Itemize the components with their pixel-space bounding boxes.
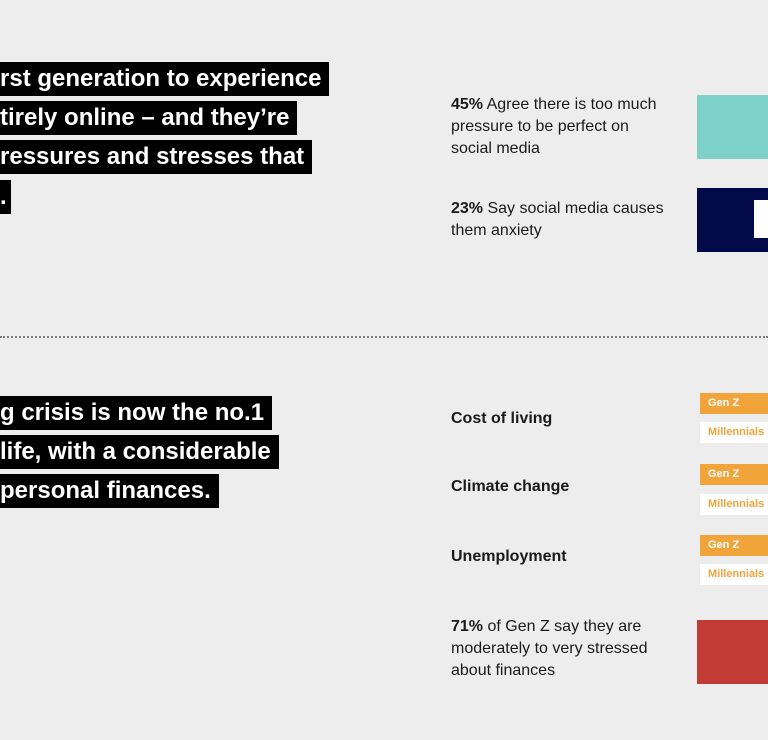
climate-change-millennials-bar: Millennials (700, 494, 768, 515)
stat-social-anxiety: 23% Say social media causes them anxiety (451, 198, 671, 242)
stat-social-pressure-text: Agree there is too much pressure to be p… (451, 96, 657, 157)
concern-unemployment: Unemployment (451, 548, 567, 565)
stat-finance-stress-pct: 71% (451, 618, 484, 635)
cost-of-living-genz-bar: Gen Z (700, 393, 768, 414)
climate-change-genz-bar: Gen Z (700, 464, 768, 485)
bottom-headline-line-1: g crisis is now the no.1 (0, 396, 273, 430)
concern-climate-change: Climate change (451, 478, 570, 495)
stat-social-anxiety-pct: 23% (451, 200, 484, 217)
stat-finance-stress: 71% of Gen Z say they are moderately to … (451, 616, 671, 682)
stat-finance-stress-bar (697, 620, 768, 684)
stat-social-pressure: 45% Agree there is too much pressure to … (451, 94, 671, 160)
stat-social-pressure-pct: 45% (451, 96, 484, 113)
stat-social-anxiety-bar-fill (754, 200, 768, 238)
stat-social-pressure-bar (697, 95, 768, 159)
cost-of-living-millennials-bar: Millennials (700, 422, 768, 443)
top-headline-line-2: tirely online – and they’re (0, 101, 298, 135)
stat-social-anxiety-bar (697, 188, 768, 252)
top-headline-line-4: . (0, 180, 11, 214)
unemployment-genz-bar: Gen Z (700, 535, 768, 556)
top-headline-line-3: ressures and stresses that (0, 140, 313, 174)
stat-social-anxiety-text: Say social media causes them anxiety (451, 200, 664, 239)
section-divider (0, 336, 768, 338)
top-headline-line-1: rst generation to experience (0, 62, 330, 96)
stat-finance-stress-text: of Gen Z say they are moderately to very… (451, 618, 648, 679)
concern-cost-of-living: Cost of living (451, 410, 553, 427)
bottom-headline-line-3: personal finances. (0, 474, 219, 508)
bottom-headline-line-2: life, with a considerable (0, 435, 279, 469)
unemployment-millennials-bar: Millennials (700, 564, 768, 585)
